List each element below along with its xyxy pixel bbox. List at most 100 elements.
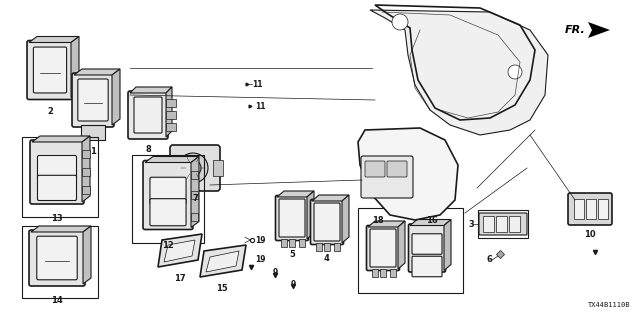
Bar	[390, 269, 396, 277]
Bar	[191, 171, 198, 179]
Text: 12: 12	[162, 241, 174, 250]
Circle shape	[508, 65, 522, 79]
Polygon shape	[71, 36, 79, 98]
Text: 14: 14	[51, 296, 63, 305]
Polygon shape	[130, 87, 172, 93]
FancyBboxPatch shape	[150, 177, 186, 204]
Bar	[166, 99, 176, 107]
Text: 2: 2	[47, 107, 53, 116]
FancyBboxPatch shape	[568, 193, 612, 225]
Text: 9: 9	[291, 280, 296, 289]
FancyBboxPatch shape	[30, 140, 84, 204]
Polygon shape	[74, 69, 120, 75]
Polygon shape	[158, 234, 202, 267]
Bar	[22, 226, 98, 298]
Bar	[166, 123, 176, 131]
Text: 8: 8	[145, 145, 151, 154]
FancyBboxPatch shape	[370, 229, 396, 267]
Bar	[598, 199, 608, 219]
FancyBboxPatch shape	[27, 41, 73, 100]
Bar	[483, 216, 494, 232]
Polygon shape	[200, 245, 246, 277]
Bar	[82, 186, 90, 194]
FancyBboxPatch shape	[38, 175, 77, 201]
FancyBboxPatch shape	[72, 73, 114, 127]
Circle shape	[392, 14, 408, 30]
Bar	[299, 239, 305, 247]
FancyBboxPatch shape	[78, 79, 108, 121]
Bar	[132, 155, 204, 243]
FancyBboxPatch shape	[29, 230, 85, 286]
Bar	[316, 243, 322, 251]
Polygon shape	[368, 221, 405, 227]
FancyBboxPatch shape	[134, 97, 162, 133]
FancyBboxPatch shape	[279, 199, 305, 237]
Polygon shape	[83, 226, 91, 284]
Polygon shape	[410, 220, 451, 226]
FancyBboxPatch shape	[412, 256, 442, 277]
Polygon shape	[444, 220, 451, 270]
Text: 10: 10	[584, 230, 596, 239]
FancyBboxPatch shape	[150, 199, 186, 226]
Bar	[324, 243, 330, 251]
Polygon shape	[112, 69, 120, 125]
FancyBboxPatch shape	[275, 196, 308, 241]
Bar	[166, 111, 176, 119]
FancyBboxPatch shape	[33, 47, 67, 93]
FancyBboxPatch shape	[38, 156, 77, 181]
Text: 3: 3	[468, 220, 474, 228]
Text: FR.: FR.	[565, 25, 586, 35]
Circle shape	[185, 160, 201, 176]
FancyBboxPatch shape	[143, 161, 193, 229]
Polygon shape	[398, 221, 405, 269]
FancyBboxPatch shape	[36, 236, 77, 280]
Polygon shape	[358, 128, 458, 220]
FancyBboxPatch shape	[310, 199, 344, 244]
Polygon shape	[307, 191, 314, 239]
Text: 5: 5	[289, 250, 295, 259]
Text: 19: 19	[255, 236, 266, 244]
Text: 16: 16	[426, 216, 438, 225]
Bar	[380, 269, 386, 277]
Text: 1: 1	[90, 147, 96, 156]
Text: 17: 17	[174, 274, 186, 283]
Bar	[82, 150, 90, 158]
FancyBboxPatch shape	[387, 161, 407, 177]
FancyBboxPatch shape	[408, 224, 445, 272]
Text: 11: 11	[252, 79, 262, 89]
Polygon shape	[370, 10, 548, 135]
FancyBboxPatch shape	[128, 91, 168, 139]
Bar	[574, 199, 584, 219]
Bar	[191, 213, 198, 221]
FancyBboxPatch shape	[314, 203, 340, 241]
Polygon shape	[588, 22, 610, 38]
Polygon shape	[164, 240, 195, 262]
Polygon shape	[312, 195, 349, 201]
Polygon shape	[32, 136, 90, 142]
Polygon shape	[191, 156, 199, 228]
Text: 15: 15	[216, 284, 228, 293]
Bar	[586, 199, 596, 219]
Text: 9: 9	[273, 268, 278, 277]
Polygon shape	[81, 125, 105, 140]
Polygon shape	[29, 36, 79, 43]
Bar	[281, 239, 287, 247]
FancyBboxPatch shape	[367, 226, 399, 270]
Bar	[478, 210, 528, 238]
Polygon shape	[82, 136, 90, 202]
FancyBboxPatch shape	[365, 161, 385, 177]
Text: 11: 11	[255, 101, 266, 110]
Text: 18: 18	[372, 216, 384, 225]
Bar	[289, 239, 295, 247]
Text: 19: 19	[255, 255, 266, 265]
Bar	[82, 168, 90, 176]
Bar	[334, 243, 340, 251]
Bar	[509, 216, 520, 232]
FancyBboxPatch shape	[170, 145, 220, 191]
Text: 7: 7	[192, 194, 198, 203]
Bar	[496, 216, 507, 232]
Bar	[358, 208, 463, 293]
Bar	[22, 137, 98, 217]
Circle shape	[178, 153, 208, 183]
Polygon shape	[31, 226, 91, 232]
